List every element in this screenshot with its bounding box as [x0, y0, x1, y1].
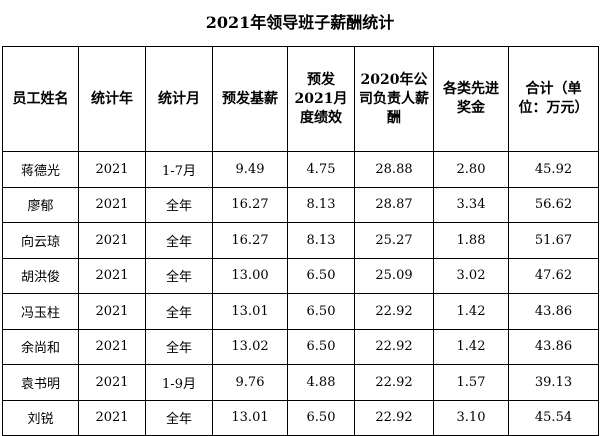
- table-cell: 2021: [78, 186, 146, 223]
- table-row: 刘锐 2021 全年 13.01 6.50 22.92 3.10 45.54: [2, 399, 599, 436]
- table-cell: 6.50: [287, 257, 355, 294]
- header-cell: 统计年: [78, 46, 146, 152]
- title: 2021年领导班子薪酬统计: [205, 13, 395, 32]
- table-cell: 13.00: [212, 257, 288, 294]
- header-cell: 预发基薪: [212, 46, 288, 152]
- header-cell: 统计月: [145, 46, 213, 152]
- header-row: 员工姓名 统计年 统计月 预发基薪 预发2021月度绩效 2020年公司负责人薪酬 各类先进…: [2, 46, 599, 152]
- table-cell: 2021: [78, 399, 146, 436]
- table-row: 廖郁 2021 全年 16.27 8.13 28.87 3.34 56.62: [2, 186, 599, 223]
- table-body: 蒋德光 2021 1-7月 9.49 4.75 28.88 2.80 45.92 廖郁 2021 全…: [2, 151, 599, 436]
- table-cell: 1.42: [433, 293, 509, 330]
- table-cell: 16.27: [212, 222, 288, 259]
- table-cell: 刘锐: [2, 399, 79, 436]
- table-cell: 廖郁: [2, 186, 79, 223]
- table-cell: 56.62: [508, 186, 599, 223]
- table-cell: 8.13: [287, 186, 355, 223]
- table-cell: 2021: [78, 364, 146, 401]
- table-cell: 余尚和: [2, 328, 79, 365]
- table-cell: 1.57: [433, 364, 509, 401]
- table-cell: 25.27: [354, 222, 434, 259]
- table-cell: 22.92: [354, 364, 434, 401]
- table-cell: 43.86: [508, 293, 599, 330]
- header-cell: 各类先进奖金: [433, 46, 509, 152]
- table-cell: 43.86: [508, 328, 599, 365]
- table-row: 胡洪俊 2021 全年 13.00 6.50 25.09 3.02 47.62: [2, 257, 599, 294]
- table-cell: 13.01: [212, 293, 288, 330]
- table-row: 余尚和 2021 全年 13.02 6.50 22.92 1.42 43.86: [2, 328, 599, 365]
- table-cell: 1-9月: [145, 364, 213, 401]
- table-row: 蒋德光 2021 1-7月 9.49 4.75 28.88 2.80 45.92: [2, 151, 599, 188]
- table-cell: 2021: [78, 257, 146, 294]
- table-cell: 6.50: [287, 328, 355, 365]
- table-row: 向云琼 2021 全年 16.27 8.13 25.27 1.88 51.67: [2, 222, 599, 259]
- table-cell: 9.76: [212, 364, 288, 401]
- table-cell: 22.92: [354, 293, 434, 330]
- table-cell: 2.80: [433, 151, 509, 188]
- table-cell: 1.42: [433, 328, 509, 365]
- header-cell: 员工姓名: [2, 46, 79, 152]
- table-cell: 全年: [145, 328, 213, 365]
- salary-table: 员工姓名 统计年 统计月 预发基薪 预发2021月度绩效 2020年公司负责人薪酬 各类先进…: [2, 46, 599, 436]
- table-cell: 全年: [145, 222, 213, 259]
- table-cell: 1.88: [433, 222, 509, 259]
- table-cell: 39.13: [508, 364, 599, 401]
- table-cell: 22.92: [354, 328, 434, 365]
- table-cell: 3.10: [433, 399, 509, 436]
- table-cell: 全年: [145, 257, 213, 294]
- table-cell: 22.92: [354, 399, 434, 436]
- table-cell: 4.88: [287, 364, 355, 401]
- table-cell: 袁书明: [2, 364, 79, 401]
- table-cell: 25.09: [354, 257, 434, 294]
- table-cell: 全年: [145, 186, 213, 223]
- table-cell: 28.87: [354, 186, 434, 223]
- table-cell: 全年: [145, 399, 213, 436]
- table-cell: 胡洪俊: [2, 257, 79, 294]
- table-cell: 2021: [78, 293, 146, 330]
- table-cell: 3.02: [433, 257, 509, 294]
- table-cell: 13.02: [212, 328, 288, 365]
- table-cell: 1-7月: [145, 151, 213, 188]
- table-cell: 28.88: [354, 151, 434, 188]
- table-cell: 45.54: [508, 399, 599, 436]
- table-cell: 向云琼: [2, 222, 79, 259]
- table-cell: 全年: [145, 293, 213, 330]
- table-cell: 3.34: [433, 186, 509, 223]
- table-cell: 16.27: [212, 186, 288, 223]
- table-row: 袁书明 2021 1-9月 9.76 4.88 22.92 1.57 39.13: [2, 364, 599, 401]
- table-cell: 45.92: [508, 151, 599, 188]
- table-cell: 冯玉柱: [2, 293, 79, 330]
- table-cell: 2021: [78, 151, 146, 188]
- table-cell: 4.75: [287, 151, 355, 188]
- table-cell: 2021: [78, 328, 146, 365]
- table-cell: 8.13: [287, 222, 355, 259]
- table-cell: 6.50: [287, 293, 355, 330]
- table-cell: 51.67: [508, 222, 599, 259]
- table-cell: 蒋德光: [2, 151, 79, 188]
- header-cell: 合计（单位：万元）: [508, 46, 599, 152]
- table-cell: 9.49: [212, 151, 288, 188]
- header-cell: 预发2021月度绩效: [287, 46, 355, 152]
- table-cell: 6.50: [287, 399, 355, 436]
- table-cell: 47.62: [508, 257, 599, 294]
- table-cell: 2021: [78, 222, 146, 259]
- table-row: 冯玉柱 2021 全年 13.01 6.50 22.92 1.42 43.86: [2, 293, 599, 330]
- header-cell: 2020年公司负责人薪酬: [354, 46, 434, 152]
- table-cell: 13.01: [212, 399, 288, 436]
